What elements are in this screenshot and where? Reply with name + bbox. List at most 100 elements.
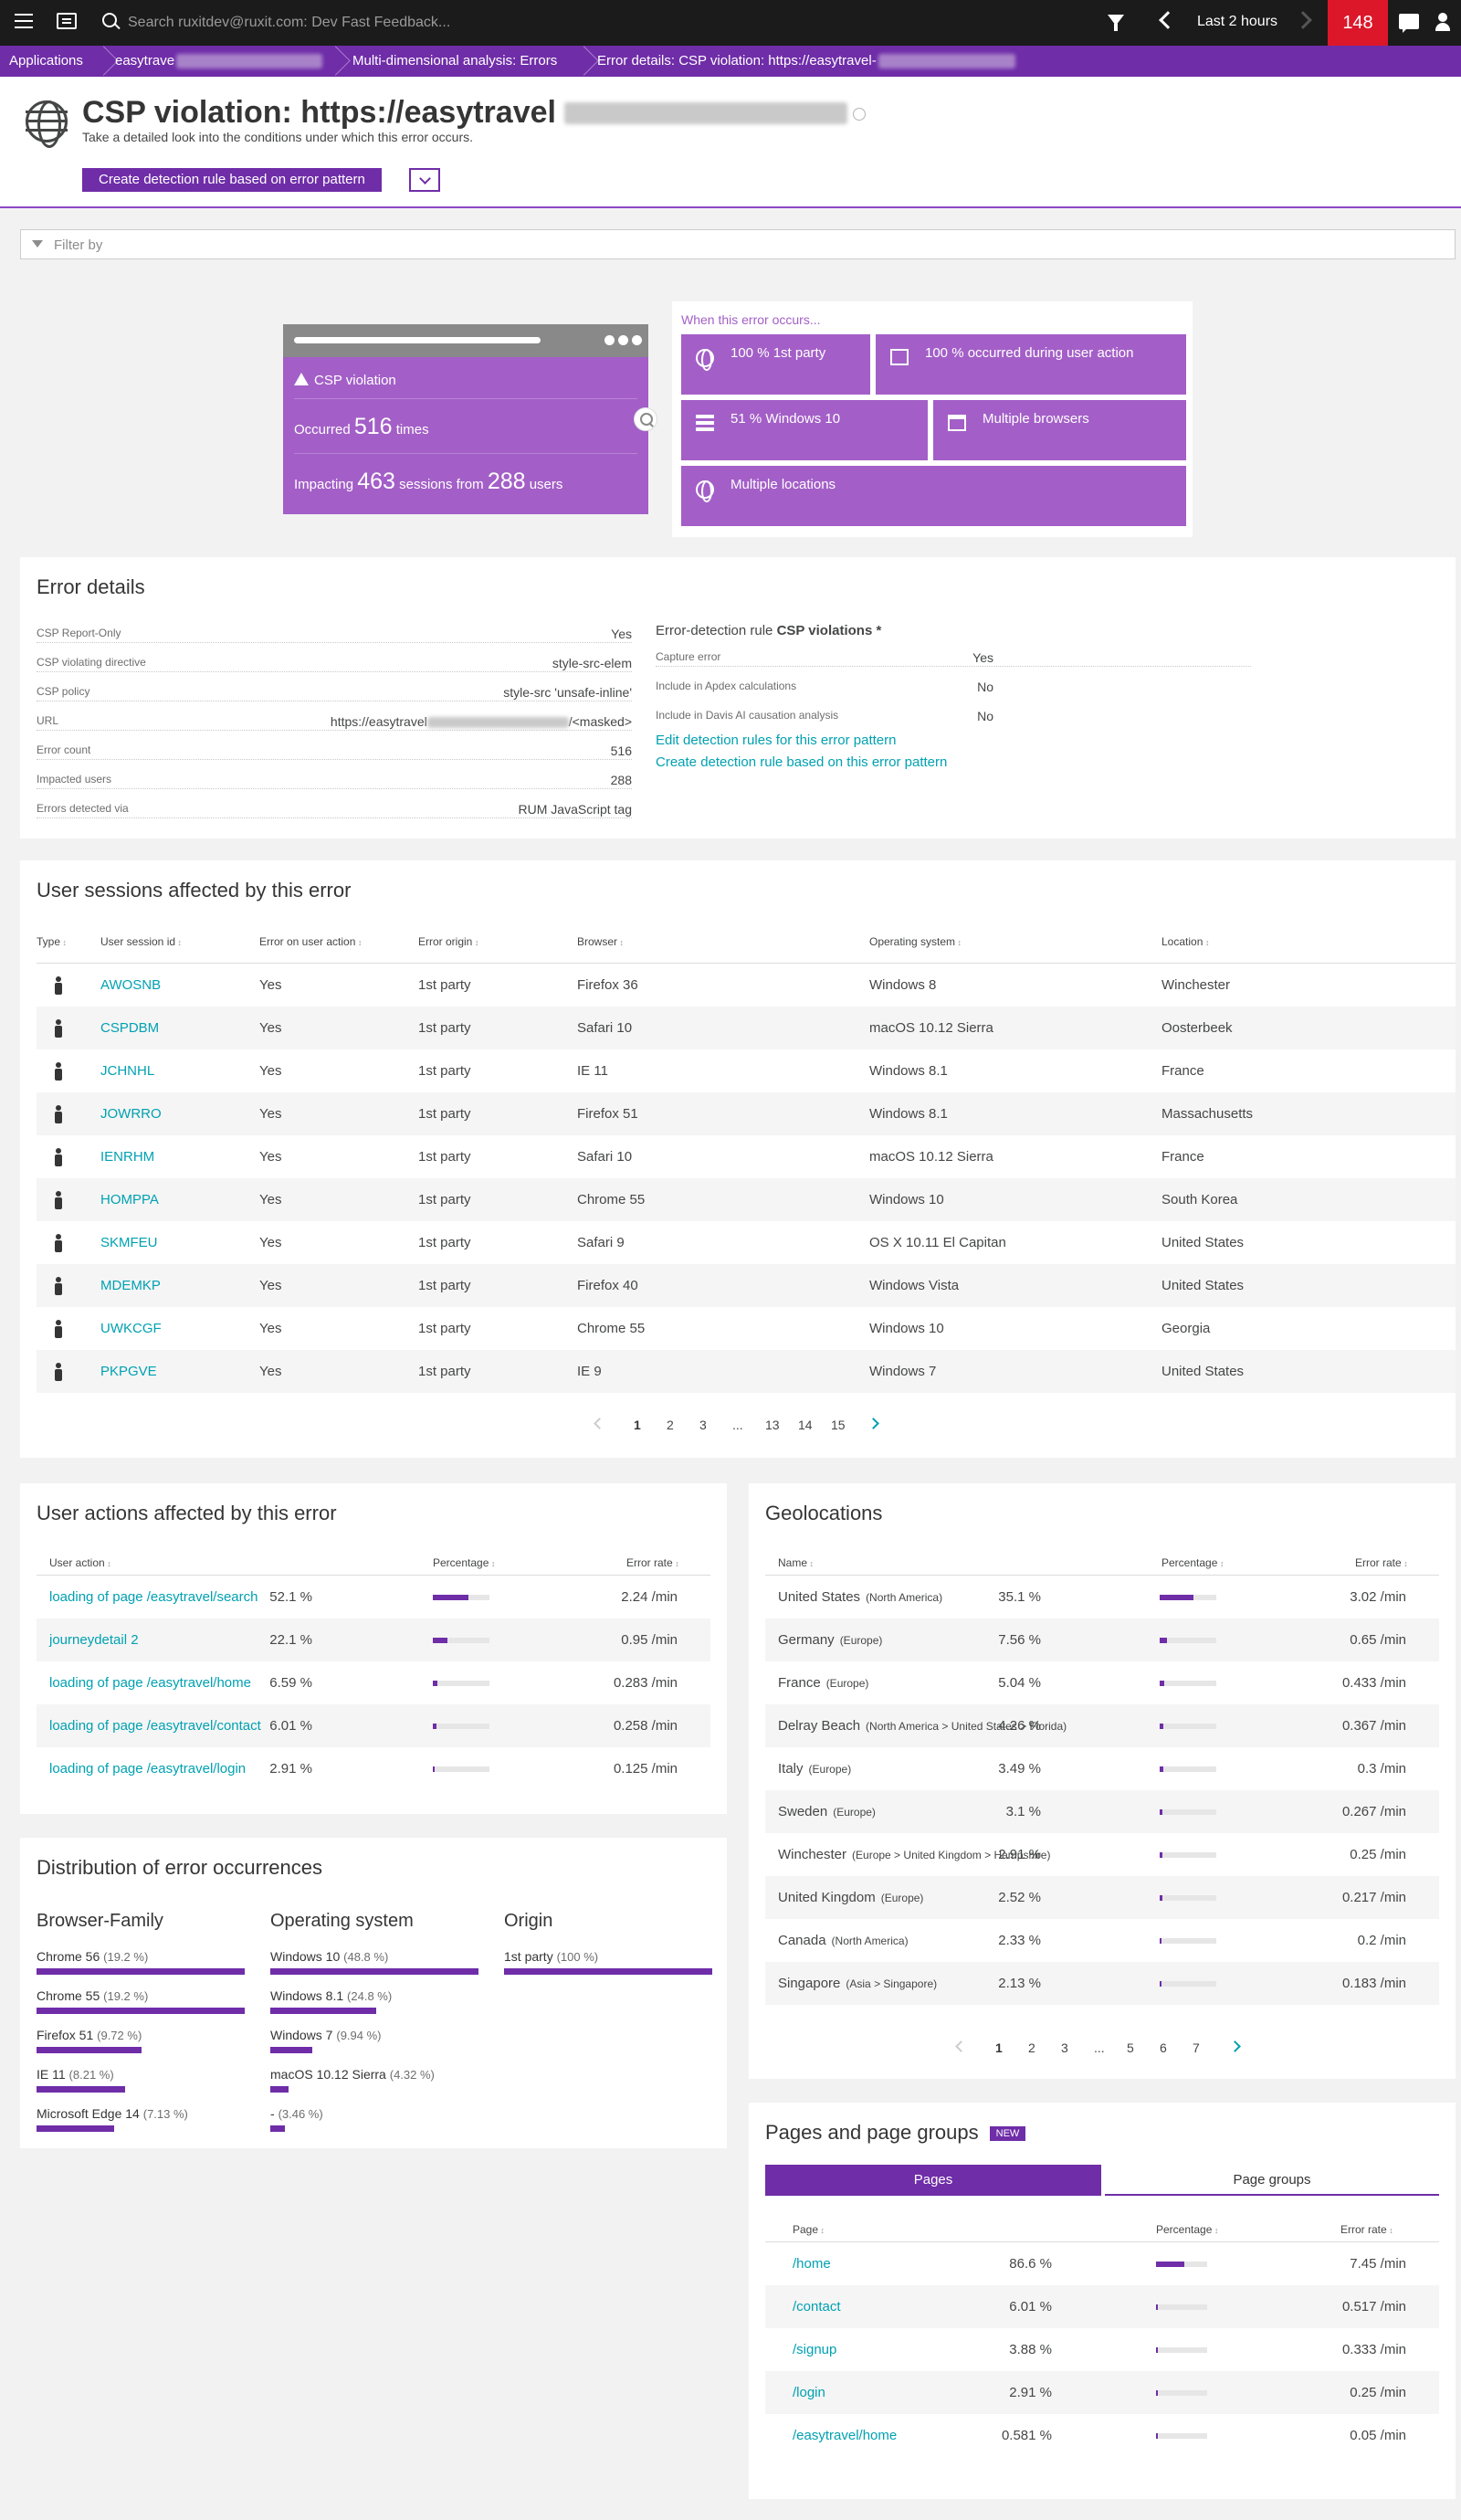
- table-row: Sweden (Europe) 3.1 % 0.267 /min: [765, 1790, 1439, 1833]
- next-page-icon[interactable]: [1229, 2040, 1241, 2052]
- timeframe-next-icon[interactable]: [1294, 11, 1312, 29]
- distribution-item[interactable]: Microsoft Edge 14 (7.13 %): [37, 2106, 188, 2121]
- user-action-link[interactable]: journeydetail 2: [49, 1632, 139, 1648]
- column-header[interactable]: Error rate: [1355, 1556, 1408, 1569]
- edit-detection-rules-link[interactable]: Edit detection rules for this error patt…: [656, 733, 897, 748]
- distribution-item[interactable]: IE 11 (8.21 %): [37, 2067, 114, 2082]
- column-header[interactable]: Percentage: [1161, 1556, 1224, 1569]
- session-id-link[interactable]: JCHNHL: [100, 1063, 155, 1079]
- page-number[interactable]: 6: [1160, 2040, 1167, 2055]
- column-header[interactable]: Location: [1161, 935, 1209, 948]
- page-number[interactable]: 5: [1127, 2040, 1134, 2055]
- column-header[interactable]: Error origin: [418, 935, 478, 948]
- session-id-link[interactable]: MDEMKP: [100, 1278, 161, 1293]
- user-icon[interactable]: [1435, 13, 1450, 31]
- column-header[interactable]: Browser: [577, 935, 624, 948]
- user-action-link[interactable]: loading of page /easytravel/contact: [49, 1718, 261, 1734]
- session-id-link[interactable]: AWOSNB: [100, 977, 162, 993]
- user-action-link[interactable]: loading of page /easytravel/search: [49, 1589, 258, 1605]
- create-detection-rule-link[interactable]: Create detection rule based on this erro…: [656, 754, 948, 770]
- page-link[interactable]: /signup: [793, 2342, 837, 2357]
- error-rate-value: 0.125 /min: [613, 1761, 678, 1777]
- page-number[interactable]: 7: [1193, 2040, 1200, 2055]
- hamburger-menu-icon[interactable]: [15, 14, 33, 30]
- table-cell: 1st party: [418, 1235, 471, 1250]
- filter-input[interactable]: [54, 233, 1424, 257]
- page-number[interactable]: 14: [798, 1418, 813, 1432]
- detail-csp-directive: CSP violating directive style-src-elem: [37, 656, 632, 672]
- percentage-bar: [433, 1681, 489, 1686]
- page-number[interactable]: 3: [1061, 2040, 1068, 2055]
- timeframe-prev-icon[interactable]: [1159, 11, 1177, 29]
- page-number[interactable]: 13: [765, 1418, 780, 1432]
- distribution-item[interactable]: 1st party (100 %): [504, 1949, 599, 1964]
- distribution-item[interactable]: Windows 10 (48.8 %): [270, 1949, 389, 1964]
- page-number[interactable]: 2: [1028, 2040, 1035, 2055]
- distribution-item[interactable]: Windows 8.1 (24.8 %): [270, 1988, 393, 2003]
- tile-user-action[interactable]: 100 % occurred during user action: [876, 334, 1186, 395]
- breadcrumb-application[interactable]: easytrave: [115, 46, 323, 77]
- create-detection-rule-button[interactable]: Create detection rule based on error pat…: [82, 168, 382, 192]
- column-header[interactable]: Name: [778, 1556, 814, 1569]
- page-link[interactable]: /contact: [793, 2299, 841, 2314]
- column-header[interactable]: Error rate: [626, 1556, 679, 1569]
- messages-icon[interactable]: [1399, 14, 1419, 33]
- tab-pages[interactable]: Pages: [765, 2165, 1101, 2196]
- previous-page-icon[interactable]: [955, 2040, 967, 2052]
- user-action-link[interactable]: loading of page /easytravel/login: [49, 1761, 247, 1777]
- column-header[interactable]: Percentage: [433, 1556, 495, 1569]
- distribution-item[interactable]: Chrome 56 (19.2 %): [37, 1949, 149, 1964]
- tile-os[interactable]: 51 % Windows 10: [681, 400, 928, 460]
- column-header[interactable]: Error on user action: [259, 935, 362, 948]
- session-id-link[interactable]: SKMFEU: [100, 1235, 158, 1250]
- zoom-icon[interactable]: [634, 407, 657, 431]
- distribution-item[interactable]: Windows 7 (9.94 %): [270, 2028, 382, 2042]
- session-id-link[interactable]: CSPDBM: [100, 1020, 160, 1036]
- session-id-link[interactable]: IENRHM: [100, 1149, 155, 1165]
- page-link[interactable]: /login: [793, 2385, 825, 2400]
- search-icon[interactable]: [102, 13, 117, 27]
- tile-first-party[interactable]: 100 % 1st party: [681, 334, 870, 395]
- page-number[interactable]: 1: [634, 1418, 641, 1432]
- column-header[interactable]: Percentage: [1156, 2223, 1218, 2236]
- distribution-item[interactable]: Firefox 51 (9.72 %): [37, 2028, 142, 2042]
- tab-page-groups[interactable]: Page groups: [1105, 2165, 1439, 2196]
- page-number[interactable]: 2: [667, 1418, 674, 1432]
- distribution-item[interactable]: Chrome 55 (19.2 %): [37, 1988, 149, 2003]
- previous-page-icon[interactable]: [594, 1418, 605, 1429]
- column-header[interactable]: Error rate: [1340, 2223, 1393, 2236]
- distribution-item[interactable]: - (3.46 %): [270, 2106, 323, 2121]
- session-id-link[interactable]: UWKCGF: [100, 1321, 162, 1336]
- problems-count-badge[interactable]: 148: [1328, 0, 1388, 46]
- percentage-value: 7.56 %: [998, 1632, 1041, 1648]
- page-link[interactable]: /home: [793, 2256, 831, 2272]
- user-sessions-title: User sessions affected by this error: [37, 879, 352, 902]
- info-icon[interactable]: [853, 108, 867, 121]
- session-id-link[interactable]: JOWRRO: [100, 1106, 162, 1122]
- column-header[interactable]: Type: [37, 935, 67, 948]
- filter-icon[interactable]: [1108, 15, 1124, 31]
- table-row: France (Europe) 5.04 % 0.433 /min: [765, 1661, 1439, 1704]
- timeframe-selector[interactable]: Last 2 hours: [1196, 14, 1278, 29]
- tile-browsers[interactable]: Multiple browsers: [933, 400, 1186, 460]
- table-row: IENRHM Yes 1st party Safari 10 macOS 10.12 S…: [37, 1135, 1456, 1178]
- tile-locations[interactable]: Multiple locations: [681, 466, 1186, 526]
- column-header[interactable]: Page: [793, 2223, 825, 2236]
- column-header[interactable]: Operating system: [869, 935, 962, 948]
- next-page-icon[interactable]: [867, 1418, 879, 1429]
- column-header[interactable]: User session id: [100, 935, 182, 948]
- breadcrumb-mda-errors[interactable]: Multi-dimensional analysis: Errors: [352, 53, 558, 69]
- session-id-link[interactable]: HOMPPA: [100, 1192, 159, 1207]
- more-actions-dropdown[interactable]: [409, 168, 440, 192]
- page-number[interactable]: 1: [995, 2040, 1003, 2055]
- search-input[interactable]: [128, 9, 639, 37]
- distribution-item[interactable]: macOS 10.12 Sierra (4.32 %): [270, 2067, 435, 2082]
- feedback-icon[interactable]: [57, 13, 77, 29]
- column-header[interactable]: User action: [49, 1556, 111, 1569]
- page-link[interactable]: /easytravel/home: [793, 2428, 898, 2443]
- page-number[interactable]: 3: [699, 1418, 707, 1432]
- user-action-link[interactable]: loading of page /easytravel/home: [49, 1675, 251, 1691]
- breadcrumb-applications[interactable]: Applications: [9, 53, 83, 69]
- page-number[interactable]: 15: [831, 1418, 846, 1432]
- session-id-link[interactable]: PKPGVE: [100, 1364, 157, 1379]
